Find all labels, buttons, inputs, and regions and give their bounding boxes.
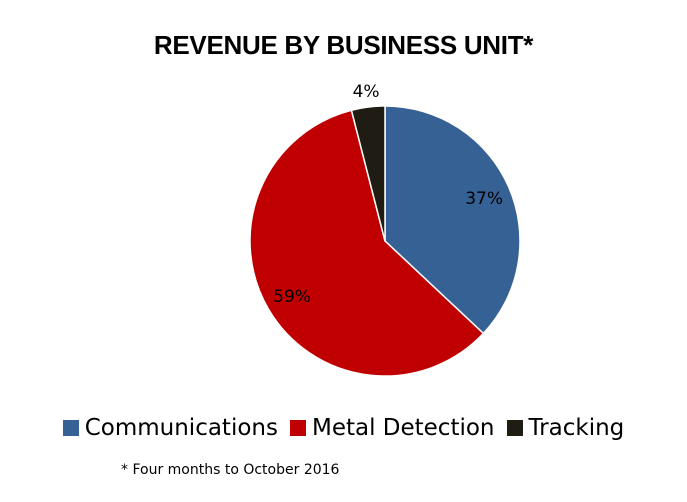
pie-slice-tracking <box>350 105 386 242</box>
legend-label-tracking: Tracking <box>528 415 625 441</box>
pie-slice-communications <box>384 105 521 335</box>
legend-item-tracking: Tracking <box>506 415 625 441</box>
legend-swatch-metal-detection <box>289 420 306 436</box>
legend-swatch-communications <box>62 420 79 436</box>
legend-swatch-tracking <box>506 420 523 436</box>
pie-chart: 37% 59% 4% <box>249 82 521 377</box>
slice-label-metal-detection: 59% <box>273 287 311 307</box>
pie-slice-metal-detection <box>249 109 485 377</box>
slice-label-tracking: 4% <box>353 82 380 102</box>
chart-title: REVENUE BY BUSINESS UNIT* <box>153 30 534 60</box>
legend-label-metal-detection: Metal Detection <box>311 415 495 441</box>
legend-item-communications: Communications <box>62 415 278 441</box>
legend: Communications Metal Detection Tracking <box>0 415 687 441</box>
legend-label-communications: Communications <box>84 415 278 441</box>
slice-label-communications: 37% <box>465 189 503 209</box>
legend-item-metal-detection: Metal Detection <box>289 415 495 441</box>
footnote: * Four months to October 2016 <box>121 462 340 478</box>
